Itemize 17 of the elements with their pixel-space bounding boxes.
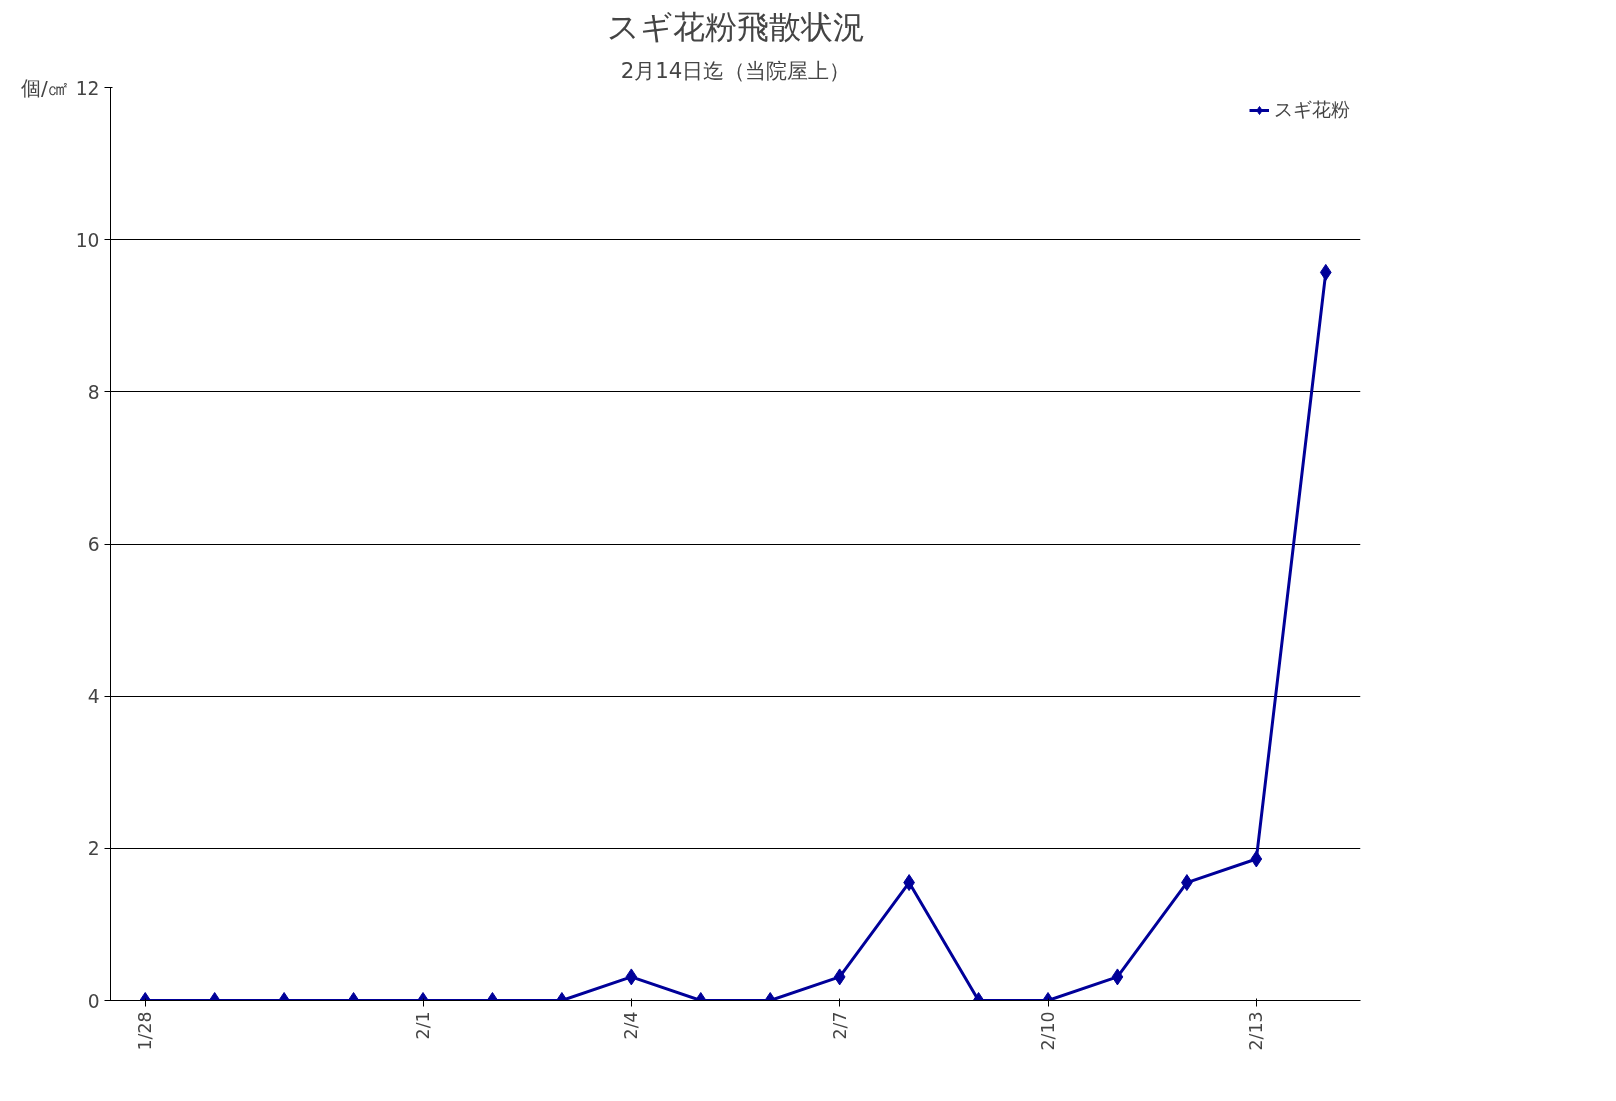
x-tick-label: 2/13	[1246, 1011, 1267, 1051]
x-tick-label: 2/7	[829, 1011, 850, 1040]
legend-label: スギ花粉	[1274, 98, 1350, 122]
y-axis-title: 個/㎠	[21, 75, 68, 100]
y-tick-label: 2	[87, 838, 100, 860]
y-tick-label: 10	[75, 229, 100, 251]
y-tick-label: 8	[87, 381, 100, 403]
x-tick-label: 2/4	[621, 1011, 642, 1040]
chart-title: スギ花粉飛散状況	[606, 7, 865, 46]
x-tick-label: 2/1	[413, 1011, 433, 1040]
x-tick-label: 1/28	[135, 1011, 156, 1051]
y-tick-label: 12	[75, 77, 100, 99]
y-tick-label: 4	[87, 686, 100, 708]
y-tick-label: 6	[87, 534, 100, 555]
chart-subtitle: 2月14日迄（当院屋上）	[620, 57, 851, 83]
x-tick-label: 2/10	[1038, 1011, 1058, 1051]
y-tick-label: 0	[87, 990, 100, 1012]
